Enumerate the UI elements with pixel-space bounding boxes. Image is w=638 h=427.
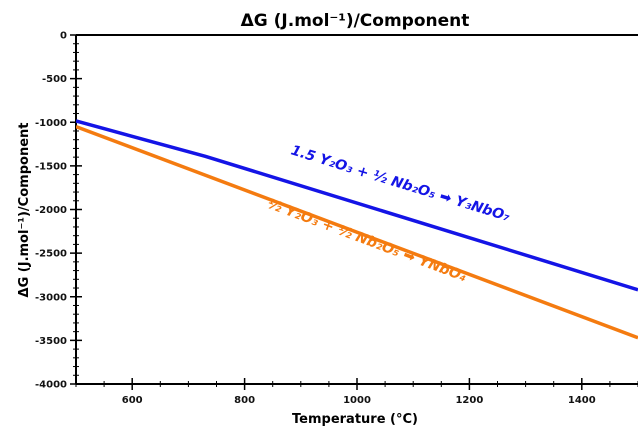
x-tick-label: 1000 — [343, 395, 371, 406]
y-tick-label: 0 — [60, 31, 67, 42]
y-tick-label: -4000 — [35, 380, 67, 391]
y-axis-label: ΔG (J.mol⁻¹)/Component — [17, 123, 32, 298]
plot-area: 0 -500 -1000 -1500 -2000 -2500 -3000 -3500 -4000… — [35, 31, 638, 406]
series-annotation-1: ½ Y₂O₃ + ½ Nb₂O₅ ➡ YNbO₄ — [265, 196, 469, 285]
y-tick-label: -500 — [42, 74, 67, 85]
chart-title: ΔG (J.mol⁻¹)/Component — [241, 11, 470, 31]
y-tick-label: -2500 — [35, 249, 67, 260]
y-tick-label: -1000 — [35, 118, 67, 129]
y-tick-label: -3000 — [35, 292, 67, 303]
x-tick-label: 600 — [122, 395, 143, 406]
y-tick-label: -2000 — [35, 205, 67, 216]
series-annotation-0: 1.5 Y₂O₃ + ½ Nb₂O₅ ➡ Y₃NbO₇ — [289, 143, 512, 226]
x-tick-label: 1200 — [455, 395, 483, 406]
y-tick-label: -1500 — [35, 161, 67, 172]
series-line-1 — [76, 124, 638, 340]
series-line-0 — [76, 119, 638, 292]
x-tick-label: 1400 — [568, 395, 596, 406]
y-tick-label: -3500 — [35, 336, 67, 347]
x-axis-label: Temperature (°C) — [292, 412, 418, 427]
x-tick-label: 800 — [234, 395, 255, 406]
